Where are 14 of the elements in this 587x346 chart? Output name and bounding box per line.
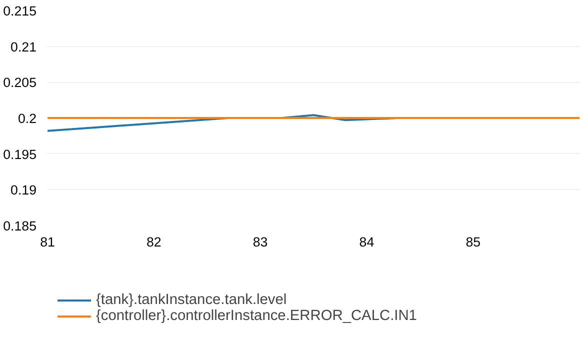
- y-tick-label: 0.215: [3, 4, 37, 18]
- legend-label: {tank}.tankInstance.tank.level: [96, 292, 287, 308]
- y-tick-label: 0.185: [3, 218, 37, 234]
- y-tick-label: 0.195: [3, 146, 37, 162]
- legend-label: {controller}.controllerInstance.ERROR_CALC.IN1: [96, 308, 417, 324]
- y-tick-label: 0.19: [10, 182, 37, 198]
- x-tick-label: 81: [40, 234, 55, 250]
- x-tick-label: 84: [359, 234, 375, 250]
- y-tick-label: 0.2: [18, 111, 37, 126]
- x-tick-label: 83: [252, 234, 268, 250]
- y-tick-label: 0.21: [10, 39, 37, 54]
- y-tick-label: 0.205: [3, 75, 37, 90]
- x-tick-label: 85: [466, 234, 481, 250]
- x-tick-label: 82: [146, 234, 162, 250]
